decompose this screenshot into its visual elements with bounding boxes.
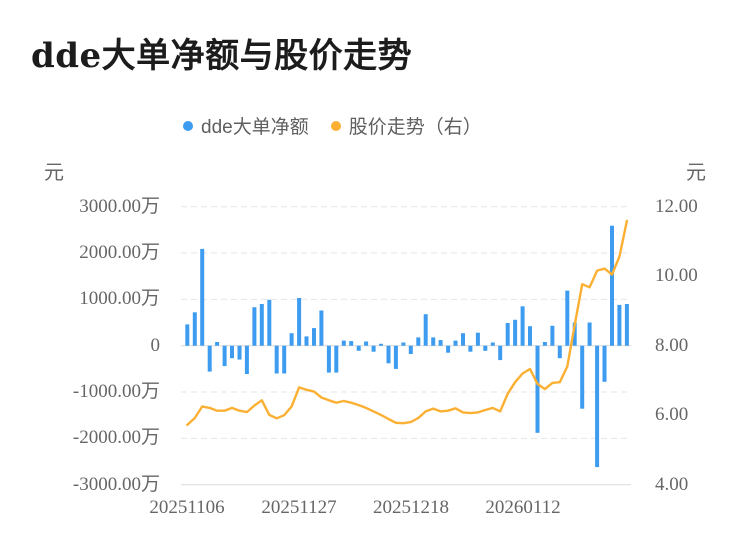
bar (617, 304, 622, 346)
bar (498, 345, 503, 361)
x-tick-3: 20260112 (485, 497, 561, 518)
bar (520, 306, 525, 346)
bar (542, 342, 547, 346)
left-tick-1: 2000.00万 (79, 242, 160, 263)
bar (312, 328, 316, 346)
left-tick-5: -2000.00万 (72, 427, 160, 448)
right-axis-unit: 元 (686, 162, 706, 184)
bar (200, 248, 205, 346)
bar (304, 336, 309, 346)
legend-label-price: 股价走势（右） (348, 117, 482, 138)
bar (602, 345, 607, 382)
bar (207, 345, 212, 372)
left-tick-4: -1000.00万 (72, 381, 160, 402)
x-tick-2: 20251218 (373, 497, 449, 518)
bar (267, 299, 272, 346)
left-axis-unit: 元 (44, 162, 64, 184)
bar (282, 345, 287, 374)
bar (334, 345, 339, 373)
right-tick-2: 8.00 (655, 335, 689, 356)
bar (259, 304, 264, 346)
bar (624, 304, 629, 346)
price-line (186, 219, 629, 427)
bar (610, 225, 614, 346)
right-tick-4: 4.00 (655, 474, 689, 495)
bar (349, 341, 354, 346)
bar (371, 345, 376, 352)
left-tick-0: 3000.00万 (79, 196, 160, 217)
bar (595, 345, 600, 468)
bar (319, 310, 324, 346)
legend: dde大单净额 股价走势（右） (183, 112, 482, 139)
bar (580, 345, 585, 409)
left-tick-6: -3000.00万 (72, 474, 160, 495)
bar (528, 326, 532, 346)
bar (341, 340, 346, 346)
legend-item-price[interactable]: 股价走势（右） (330, 112, 482, 139)
bar (587, 322, 592, 346)
legend-item-dde[interactable]: dde大单净额 (183, 112, 309, 139)
bar (431, 337, 436, 346)
bar (572, 322, 577, 346)
bar (289, 333, 294, 346)
bar (386, 345, 391, 364)
right-tick-0: 12.00 (655, 196, 698, 217)
bar (475, 332, 480, 346)
bar (535, 345, 540, 433)
bar (513, 319, 518, 346)
legend-dot-blue-icon (183, 120, 193, 131)
legend-label-dde: dde大单净额 (201, 117, 309, 138)
bar (557, 345, 562, 359)
bar (453, 340, 458, 346)
right-tick-1: 10.00 (655, 265, 698, 286)
bar (468, 345, 473, 352)
bar (252, 307, 257, 346)
left-tick-3: 0 (150, 335, 161, 356)
bar (326, 345, 331, 373)
legend-dot-orange-icon (330, 120, 341, 131)
bar (490, 342, 495, 346)
bar (393, 345, 398, 369)
bar (446, 345, 451, 353)
bar (401, 342, 406, 346)
bar (274, 345, 279, 374)
bar (379, 343, 383, 346)
bar (408, 345, 413, 354)
bar (222, 345, 227, 367)
left-tick-2: 1000.00万 (79, 288, 160, 309)
bar (192, 312, 197, 346)
right-tick-3: 6.00 (655, 404, 689, 425)
bar (230, 345, 234, 359)
bar (215, 342, 220, 346)
x-tick-0: 20251106 (149, 497, 225, 518)
bar (505, 323, 510, 346)
page-title: dde大单净额与股价走势 (31, 36, 413, 76)
bar (416, 337, 421, 346)
bar (550, 325, 555, 346)
bar (237, 345, 242, 360)
bar (356, 345, 361, 351)
bar (185, 324, 190, 346)
bar (461, 333, 465, 346)
bar (423, 314, 428, 346)
bar (565, 290, 570, 346)
bar-series (185, 225, 629, 468)
bar (438, 340, 443, 346)
bar (364, 341, 369, 346)
bar (483, 345, 488, 351)
bar (297, 298, 302, 346)
bar (244, 345, 249, 374)
x-tick-1: 20251127 (261, 497, 337, 518)
